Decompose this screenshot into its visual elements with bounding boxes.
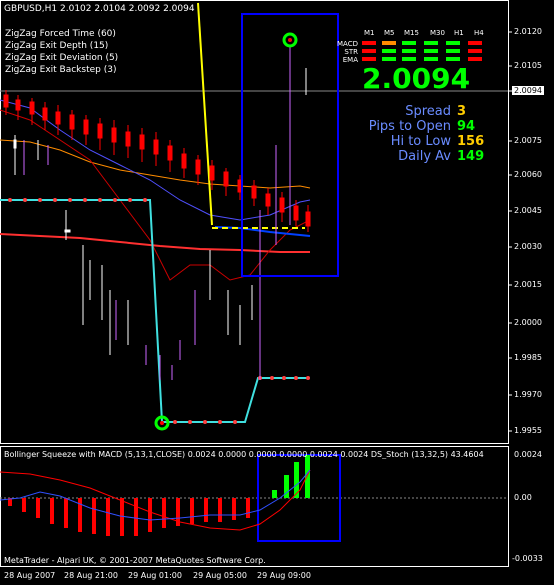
violet-candles [23,45,291,380]
y-axis-label: 2.0105 [514,61,542,70]
y-axis-label: 2.0075 [514,136,542,145]
tf-label-h1: H1 [454,29,464,37]
stat-label: Hi to Low [390,134,451,149]
zigzag-legend-item: ZigZag Exit Backstep (3) [5,65,117,75]
stats-block: Spread 3 Pips to Open 94 Hi to Low 156 D… [340,104,485,164]
zigzag-legend-item: ZigZag Exit Depth (15) [5,41,109,51]
y-axis-label: 2.0120 [514,27,542,36]
y-axis-label: 2.0030 [514,242,542,251]
tf-label-m5: M5 [384,29,395,37]
stat-row-daily: Daily Av 149 [340,149,485,164]
tf-label-m1: M1 [364,29,375,37]
ma-darkred-line [0,233,310,253]
y-axis-label: 2.0015 [514,280,542,289]
row-label-str: STR [344,48,358,56]
stat-label: Spread [405,104,451,119]
zigzag-legend-item: ZigZag Exit Deviation (5) [5,53,119,63]
signal-panel: M1 M5 M15 M30 H1 H4 [360,29,510,39]
y-axis-label: 1.9970 [514,390,542,399]
stat-label: Daily Av [398,149,451,164]
stat-value: 94 [457,119,476,134]
main-chart-frame [0,0,509,444]
ma-blue-line-2 [214,226,311,237]
x-axis-label: 28 Aug 2007 [4,571,56,580]
highlight-box-main [241,13,339,277]
x-axis-label: 29 Aug 09:00 [257,571,311,580]
signal-grid [362,41,482,61]
zigzag-yellow-line [197,2,213,226]
macd-histogram-negative [8,498,250,536]
y-axis-label: 1.9955 [514,426,542,435]
zigzag-cyan-line [0,199,308,423]
indicator-axis-label: 0.00 [514,493,532,502]
tf-label-h4: H4 [474,29,484,37]
current-price-display: 2.0094 [362,62,471,95]
y-axis-ticks [508,31,512,432]
x-axis-label: 28 Aug 21:00 [64,571,118,580]
y-axis-label: 2.0045 [514,206,542,215]
row-label-ema: EMA [342,56,358,64]
zigzag-legend-item: ZigZag Forced Time (60) [5,29,116,39]
bear-candles [3,90,311,232]
swing-high-marker [282,32,298,48]
indicator-axis-label: 0.0024 [514,450,542,459]
swing-low-marker [154,415,170,431]
zigzag-dots [8,198,310,424]
stat-value: 149 [457,149,485,164]
indicator-frame [0,446,509,567]
ma-blue-line [0,99,311,221]
ma-red-thin-line [0,109,311,281]
highlight-box-indicator [257,454,341,542]
macd-histogram-positive [272,455,310,498]
ma-orange-line [0,139,311,189]
current-price-tag: 2.0094 [512,86,544,95]
row-label-macd: MACD [337,40,358,48]
y-axis-label: 2.0060 [514,170,542,179]
stat-value: 3 [457,104,467,119]
tf-label-m15: M15 [404,29,419,37]
y-axis-label: 2.0000 [514,318,542,327]
y-axis-label: 1.9985 [514,353,542,362]
stat-row-pips: Pips to Open 94 [340,119,485,134]
stat-row-hilo: Hi to Low 156 [340,134,485,149]
stat-row-spread: Spread 3 [340,104,485,119]
bull-candles [13,68,307,355]
copyright-footer: MetaTrader - Alpari UK, © 2001-2007 Meta… [4,556,266,565]
stoch-red-line [0,469,311,531]
stoch-blue-line [0,469,311,521]
zigzag-legend: ZigZag Forced Time (60) ZigZag Exit Dept… [5,28,118,76]
x-axis-label: 29 Aug 05:00 [193,571,247,580]
timeframe-header: M1 M5 M15 M30 H1 H4 [360,29,510,39]
chart-symbol-header: GBPUSD,H1 2.0102 2.0104 2.0092 2.0094 [4,4,195,14]
signal-row-labels: MACD STR EMA [330,40,358,64]
stat-value: 156 [457,134,485,149]
tf-label-m30: M30 [430,29,445,37]
indicator-axis-label: -0.0033 [512,554,543,563]
stat-label: Pips to Open [368,119,451,134]
x-axis-label: 29 Aug 01:00 [128,571,182,580]
indicator-title: Bollinger Squeeze with MACD (5,13,1,CLOS… [4,450,484,459]
